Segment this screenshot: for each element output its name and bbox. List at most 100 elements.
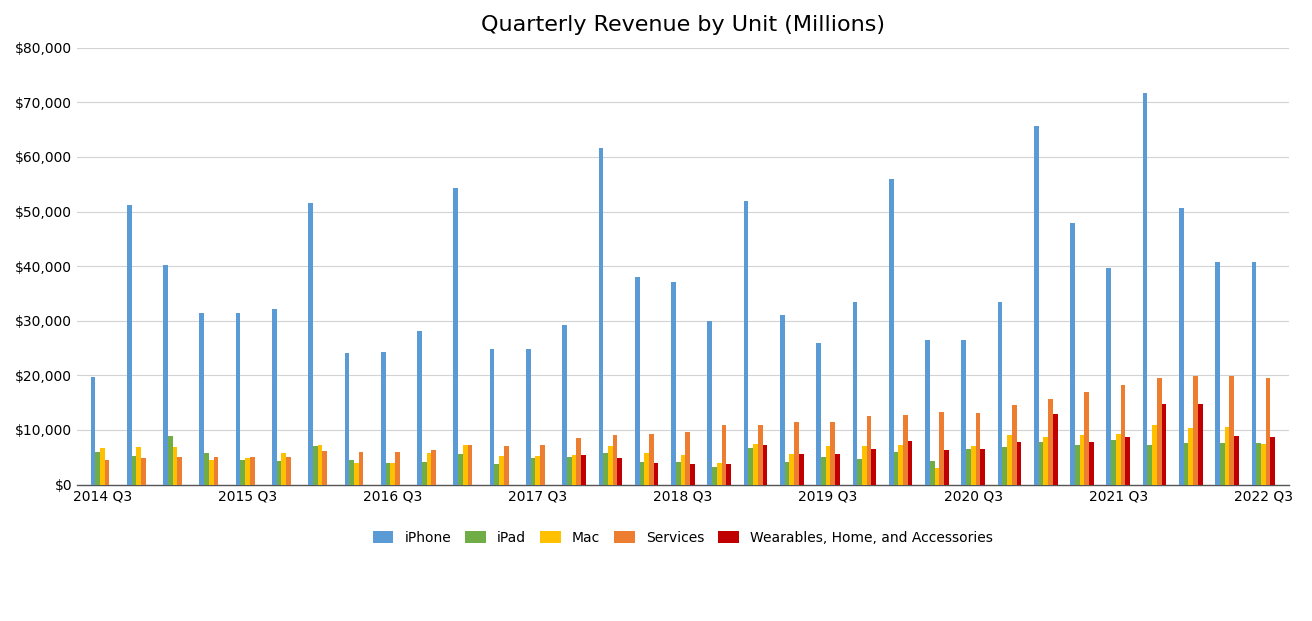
Bar — [966, 448, 971, 484]
Bar — [635, 277, 639, 484]
Bar — [758, 425, 762, 484]
Bar — [649, 435, 653, 484]
Bar — [607, 446, 613, 484]
Bar — [308, 202, 314, 484]
Bar — [644, 453, 649, 484]
Bar — [314, 446, 318, 484]
Bar — [1179, 209, 1183, 484]
Bar — [245, 458, 249, 484]
Bar — [1235, 437, 1239, 484]
Bar — [862, 446, 867, 484]
Bar — [504, 446, 509, 484]
Bar — [1034, 126, 1039, 484]
Bar — [830, 422, 836, 484]
Bar — [727, 464, 731, 484]
Bar — [1148, 445, 1152, 484]
Title: Quarterly Revenue by Unit (Millions): Quarterly Revenue by Unit (Millions) — [482, 15, 884, 35]
Bar — [358, 452, 363, 484]
Bar — [209, 460, 214, 484]
Bar — [100, 448, 105, 484]
Bar — [1189, 428, 1193, 484]
Bar — [168, 435, 173, 484]
Bar — [563, 325, 567, 484]
Bar — [463, 445, 467, 484]
Bar — [762, 445, 768, 484]
Bar — [345, 353, 349, 484]
Bar — [1075, 445, 1080, 484]
Bar — [939, 412, 943, 484]
Bar — [454, 188, 458, 484]
Bar — [1261, 444, 1266, 484]
Bar — [1257, 443, 1261, 484]
Bar — [1039, 442, 1043, 484]
Bar — [530, 458, 535, 484]
Bar — [871, 449, 876, 484]
Bar — [785, 461, 790, 484]
Bar — [535, 456, 541, 484]
Bar — [836, 455, 840, 484]
Bar — [432, 450, 436, 484]
Bar — [888, 179, 893, 484]
Bar — [1215, 263, 1220, 484]
Bar — [980, 450, 985, 484]
Bar — [91, 377, 96, 484]
Bar — [930, 461, 934, 484]
Bar — [903, 415, 908, 484]
Bar — [140, 458, 146, 484]
Bar — [249, 457, 255, 484]
Bar — [1111, 440, 1117, 484]
Bar — [1052, 414, 1057, 484]
Bar — [349, 461, 354, 484]
Bar — [790, 455, 794, 484]
Bar — [1089, 442, 1094, 484]
Bar — [205, 453, 209, 484]
Bar — [653, 463, 659, 484]
Bar — [1017, 442, 1021, 484]
Bar — [1048, 399, 1052, 484]
Bar — [997, 302, 1002, 484]
Bar — [604, 453, 607, 484]
Bar — [1126, 437, 1130, 484]
Bar — [821, 457, 825, 484]
Bar — [286, 457, 291, 484]
Bar — [934, 468, 939, 484]
Bar — [1080, 435, 1084, 484]
Legend: iPhone, iPad, Mac, Services, Wearables, Home, and Accessories: iPhone, iPad, Mac, Services, Wearables, … — [367, 525, 998, 550]
Bar — [127, 205, 131, 484]
Bar — [716, 463, 722, 484]
Bar — [1043, 437, 1048, 484]
Bar — [390, 463, 395, 484]
Bar — [581, 455, 586, 484]
Bar — [177, 457, 182, 484]
Bar — [816, 343, 821, 484]
Bar — [853, 302, 857, 484]
Bar — [567, 457, 572, 484]
Bar — [1152, 425, 1157, 484]
Bar — [163, 265, 168, 484]
Bar — [925, 340, 930, 484]
Bar — [672, 281, 676, 484]
Bar — [572, 455, 576, 484]
Bar — [1183, 443, 1189, 484]
Bar — [499, 456, 504, 484]
Bar — [1117, 435, 1120, 484]
Bar — [943, 450, 949, 484]
Bar — [1252, 263, 1257, 484]
Bar — [1071, 223, 1075, 484]
Bar — [676, 462, 681, 484]
Bar — [1229, 376, 1235, 484]
Bar — [685, 432, 690, 484]
Bar — [899, 445, 903, 484]
Bar — [1220, 443, 1225, 484]
Bar — [794, 422, 799, 484]
Bar — [867, 416, 871, 484]
Bar — [136, 446, 140, 484]
Bar — [240, 460, 245, 484]
Bar — [681, 455, 685, 484]
Bar — [426, 453, 432, 484]
Bar — [690, 464, 694, 484]
Bar — [467, 445, 472, 484]
Bar — [495, 463, 499, 484]
Bar — [722, 425, 727, 484]
Bar — [1008, 435, 1012, 484]
